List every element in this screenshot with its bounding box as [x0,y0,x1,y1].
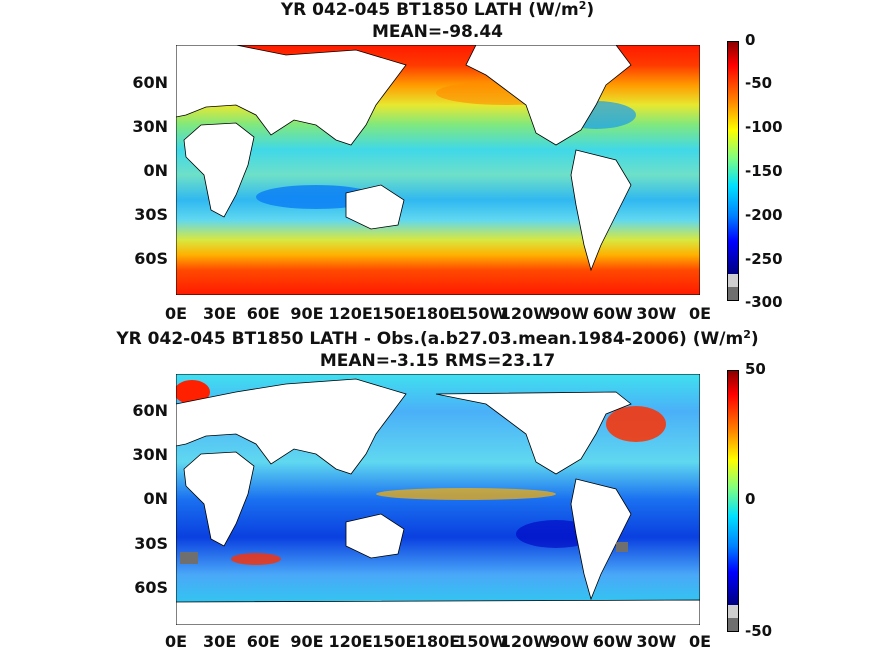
panel2-cbtick: -50 [745,622,773,640]
panel2-colorbar [727,370,739,632]
panel2-samerica [570,478,632,601]
panel1-cbtick: -50 [745,74,773,92]
panel1-cbtick: -250 [745,250,783,268]
panel1-ytick: 60N [132,73,168,92]
panel2-ytick: 60S [134,578,168,597]
panel1-title-sup: 2 [578,0,587,12]
panel2-missing-patch [180,552,198,564]
panel2-title-sup: 2 [743,328,751,341]
panel2-missing-patch [616,542,628,552]
panel2-xtick: 120W [499,632,551,651]
panel2-agulhas [231,553,281,565]
panel1-map [176,45,700,295]
panel2-ytick: 60N [132,401,168,420]
panel1-subtitle: MEAN=-98.44 [372,22,503,42]
panel1-xtick: 30W [636,304,677,323]
panel2-xtick: 180E [415,632,461,651]
panel1-ytick: 0N [143,161,168,180]
panel1-cbtick: -200 [745,206,783,224]
panel1-xtick: 120E [328,304,373,323]
panel1-xtick: 120W [499,304,551,323]
panel1-cbtick: -100 [745,118,783,136]
panel1-cbtick: -150 [745,162,783,180]
panel1-xtick: 60W [592,304,633,323]
panel1-xtick: 150W [456,304,508,323]
panel1-cbtick: -300 [745,293,783,311]
panel2-xtick: 0E [164,632,188,651]
panel1-xtick: 60E [246,304,280,323]
panel2-title-close: ) [750,329,759,349]
panel1-title: YR 042-045 BT1850 LATH (W/m2) [0,0,875,20]
panel2-xtick: 0E [688,632,712,651]
panel2-subtitle: MEAN=-3.15 RMS=23.17 [319,351,556,371]
panel2-xtick: 150E [372,632,417,651]
panel2-ytick: 30N [132,445,168,464]
panel2-africa [183,451,255,547]
panel1-africa [183,122,255,218]
panel1-land [176,45,632,272]
panel2-antarctica [176,599,700,625]
panel1-xtick: 0E [164,304,188,323]
panel2-xtick: 90E [290,632,324,651]
panel2-itcz [376,488,556,500]
panel1-xtick: 30E [203,304,237,323]
panel2-ytick: 0N [143,489,168,508]
panel1-colorbar [727,41,739,301]
panel1-ytick: 30S [134,205,168,224]
panel1-ytick: 60S [134,249,168,268]
panel1-australia [345,184,405,230]
panel2-xtick: 30W [636,632,677,651]
panel2-xtick: 120E [328,632,373,651]
panel1-ytick: 30N [132,117,168,136]
panel1-xtick: 0E [688,304,712,323]
panel1-eurasia [176,45,407,146]
panel2-cbtick: 0 [745,490,756,508]
panel1-xtick: 180E [415,304,461,323]
panel1-namerica [465,45,632,146]
panel2-xtick: 90W [549,632,589,651]
panel2-xtick: 60E [246,632,280,651]
panel2-land [176,378,700,625]
panel1-xtick: 90W [549,304,589,323]
panel1-xtick: 90E [290,304,324,323]
panel2-arctic-warm [176,380,210,404]
panel1-cbtick: 0 [745,31,756,49]
panel2-xtick: 30E [203,632,237,651]
panel2-xtick: 60W [592,632,633,651]
panel2-gulfstream-warm [606,406,666,442]
panel1-samerica [570,149,632,272]
panel2-cbtick: 50 [745,360,766,378]
panel1-title-close: ) [586,0,595,20]
panel2-map [176,374,700,625]
panel2-namerica [435,391,632,475]
panel2-australia [345,513,405,559]
panel1-xtick: 150E [372,304,417,323]
panel2-xtick: 150W [456,632,508,651]
panel1-title-text: YR 042-045 BT1850 LATH (W/m [280,0,579,20]
panel2-eurasia [176,378,407,475]
panel2-ytick: 30S [134,534,168,553]
panel2-title: YR 042-045 BT1850 LATH - Obs.(a.b27.03.m… [0,329,875,349]
panel2-title-text: YR 042-045 BT1850 LATH - Obs.(a.b27.03.m… [116,329,744,349]
